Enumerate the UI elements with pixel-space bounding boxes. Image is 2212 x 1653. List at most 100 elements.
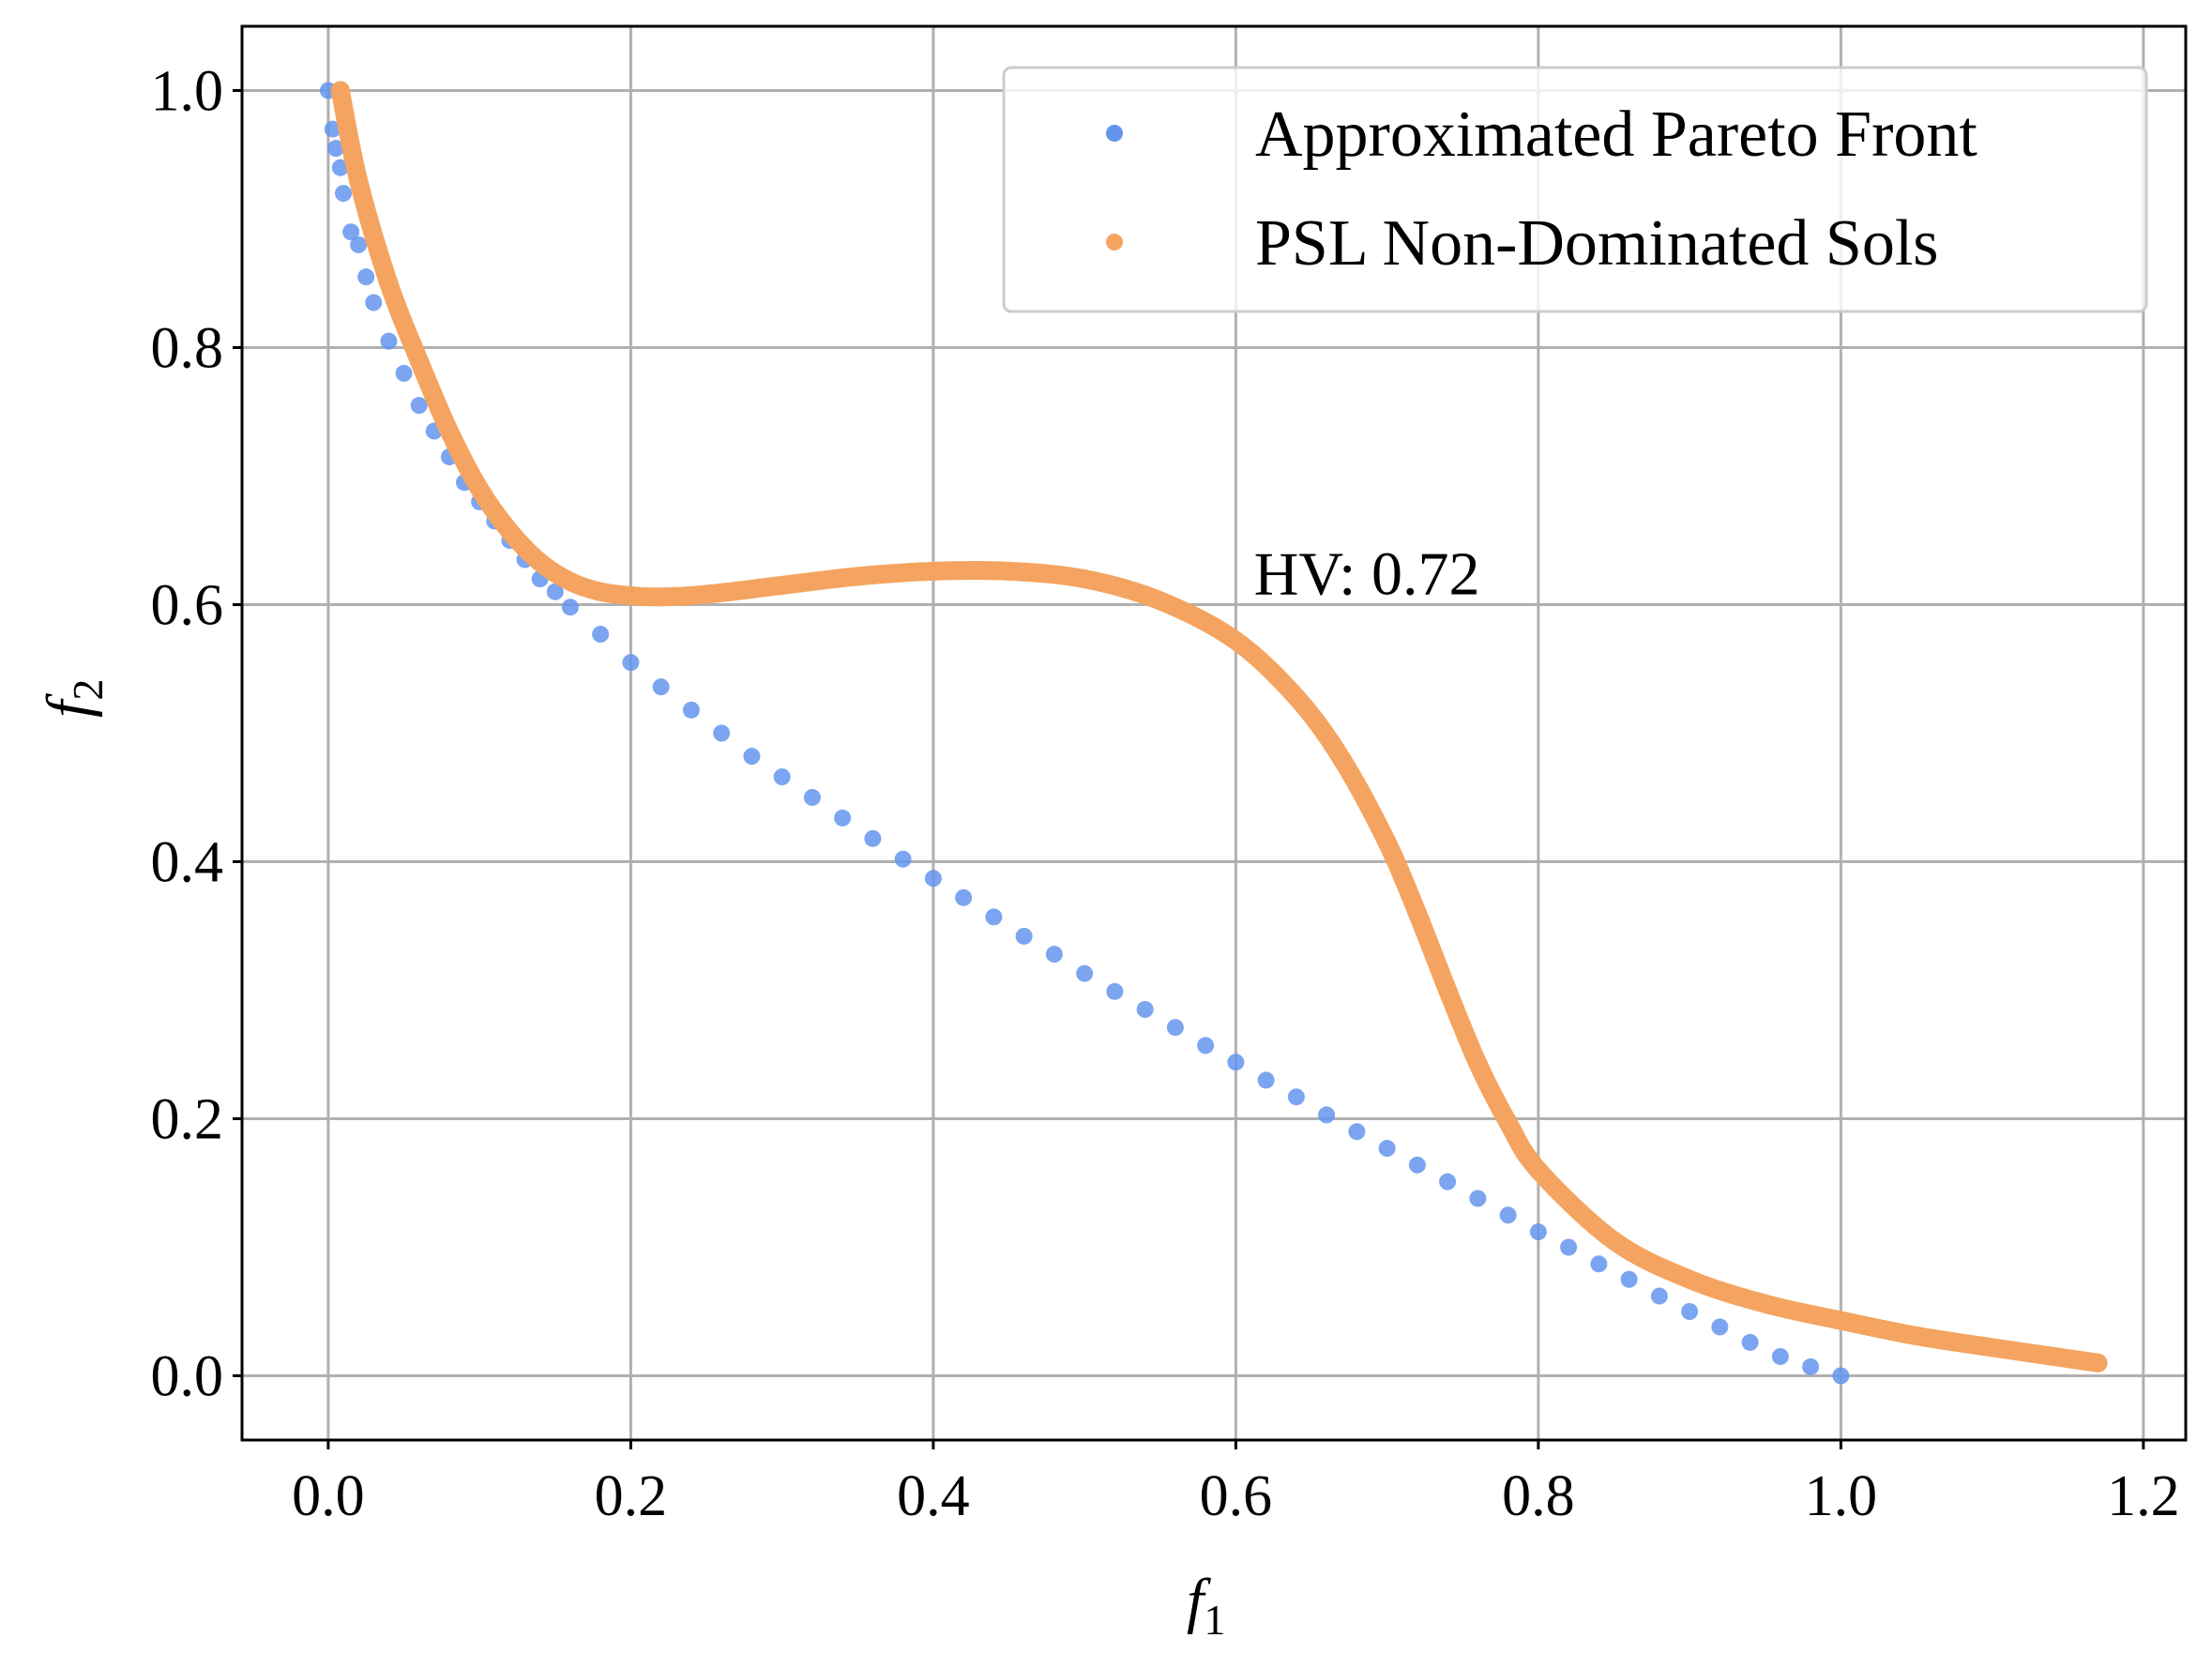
data-point-psl-solution	[1438, 980, 1458, 1000]
data-point-pareto-front	[395, 364, 413, 382]
data-point-psl-solution	[1468, 1054, 1488, 1073]
y-tick-label: 0.4	[151, 831, 224, 895]
legend-marker-psl-non-dominated-sols	[1106, 234, 1123, 250]
data-point-pareto-front	[335, 185, 353, 203]
data-point-pareto-front	[1076, 964, 1094, 982]
y-tick-label: 0.6	[151, 574, 224, 638]
data-point-pareto-front	[1045, 946, 1063, 963]
legend-label-approximated-pareto-front: Approximated Pareto Front	[1255, 99, 1977, 171]
data-point-pareto-front	[924, 870, 942, 887]
legend: Approximated Pareto Front PSL Non-Domina…	[1002, 66, 2148, 313]
data-point-psl-solution	[651, 587, 671, 607]
data-point-pareto-front	[803, 789, 821, 806]
data-point-pareto-front	[1015, 927, 1033, 945]
x-axis-label-subscript: 1	[1204, 1596, 1225, 1644]
data-point-pareto-front	[1741, 1333, 1759, 1351]
legend-label-psl-non-dominated-sols: PSL Non-Dominated Sols	[1255, 207, 1939, 280]
data-point-pareto-front	[1227, 1054, 1245, 1071]
data-point-pareto-front	[1106, 982, 1124, 1000]
data-point-psl-solution	[1604, 1231, 1624, 1251]
data-point-psl-solution	[1075, 569, 1095, 589]
data-series	[319, 81, 2108, 1385]
x-tick-label: 0.2	[595, 1464, 668, 1528]
data-point-pareto-front	[1650, 1287, 1668, 1305]
data-point-pareto-front	[1378, 1140, 1396, 1158]
data-point-pareto-front	[1560, 1238, 1578, 1256]
data-point-pareto-front	[1529, 1223, 1547, 1241]
data-point-psl-solution	[530, 553, 550, 572]
data-point-psl-solution	[330, 81, 350, 100]
data-point-psl-solution	[2088, 1353, 2108, 1372]
series-psl-non-dominated-sols	[330, 81, 2108, 1372]
data-point-psl-solution	[349, 171, 369, 190]
data-point-pareto-front	[1802, 1357, 1820, 1375]
x-tick-label: 0.8	[1502, 1464, 1575, 1528]
data-point-pareto-front	[561, 599, 579, 616]
data-point-psl-solution	[439, 421, 459, 441]
data-point-pareto-front	[682, 701, 700, 719]
data-point-pareto-front	[1408, 1156, 1426, 1174]
data-point-psl-solution	[379, 274, 399, 293]
data-point-pareto-front	[985, 908, 1003, 926]
data-point-psl-solution	[1332, 749, 1352, 768]
data-point-pareto-front	[380, 332, 398, 350]
data-point-psl-solution	[772, 575, 792, 595]
data-point-pareto-front	[1257, 1071, 1275, 1089]
y-tick-labels: 0.0 0.2 0.4 0.6 0.8 1.0	[151, 60, 242, 1409]
data-point-psl-solution	[1982, 1338, 2002, 1357]
data-point-pareto-front	[1832, 1367, 1850, 1385]
data-point-pareto-front	[743, 748, 761, 766]
data-point-pareto-front	[342, 223, 360, 241]
legend-marker-approximated-pareto-front	[1106, 125, 1123, 142]
data-point-pareto-front	[834, 809, 852, 826]
y-tick-label: 1.0	[151, 60, 224, 124]
data-point-pareto-front	[864, 829, 882, 847]
data-point-psl-solution	[470, 479, 490, 499]
x-tick-label: 0.6	[1200, 1464, 1273, 1528]
x-tick-label: 0.4	[897, 1464, 970, 1528]
data-point-pareto-front	[713, 724, 731, 742]
data-point-pareto-front	[1499, 1206, 1517, 1224]
data-point-pareto-front	[1287, 1088, 1305, 1106]
data-point-psl-solution	[1680, 1269, 1700, 1289]
data-point-psl-solution	[500, 522, 520, 541]
data-point-psl-solution	[591, 582, 611, 601]
y-axis-label: f2	[35, 679, 112, 718]
data-point-pareto-front	[622, 654, 640, 672]
data-point-pareto-front	[1711, 1318, 1729, 1336]
data-point-pareto-front	[955, 888, 973, 906]
data-point-psl-solution	[1226, 630, 1246, 650]
x-tick-label: 0.0	[292, 1464, 365, 1528]
data-point-psl-solution	[1528, 1160, 1548, 1180]
psl-solutions-curve	[330, 81, 2108, 1372]
data-point-pareto-front	[1166, 1019, 1184, 1037]
x-tick-labels: 0.0 0.2 0.4 0.6 0.8 1.0 1.2	[292, 1440, 2180, 1528]
data-point-pareto-front	[1348, 1123, 1366, 1141]
x-tick-label: 1.0	[1805, 1464, 1878, 1528]
data-point-psl-solution	[923, 561, 943, 581]
data-point-pareto-front	[326, 140, 344, 158]
data-point-psl-solution	[1498, 1113, 1518, 1132]
data-point-pareto-front	[1620, 1270, 1638, 1288]
legend-box	[1002, 66, 2148, 313]
data-point-pareto-front	[894, 850, 912, 868]
data-point-pareto-front	[1681, 1303, 1699, 1320]
data-point-pareto-front	[1439, 1173, 1457, 1190]
y-tick-label: 0.2	[151, 1088, 224, 1152]
hv-annotation: HV: 0.72	[1254, 540, 1480, 609]
data-point-psl-solution	[409, 351, 429, 371]
data-point-pareto-front	[365, 294, 383, 311]
data-point-psl-solution	[1150, 591, 1170, 611]
plot-area-frame	[240, 24, 2188, 1442]
data-point-pareto-front	[1590, 1255, 1608, 1273]
data-point-psl-solution	[848, 567, 868, 586]
data-point-psl-solution	[560, 571, 580, 591]
y-axis-label-subscript: 2	[64, 679, 112, 701]
y-tick-label: 0.0	[151, 1345, 224, 1409]
data-point-pareto-front	[324, 120, 341, 138]
data-point-pareto-front	[1136, 1001, 1154, 1019]
x-axis-label: f1	[1187, 1567, 1225, 1644]
data-point-psl-solution	[1831, 1311, 1851, 1330]
data-point-pareto-front	[357, 268, 375, 286]
data-point-pareto-front	[546, 583, 564, 600]
